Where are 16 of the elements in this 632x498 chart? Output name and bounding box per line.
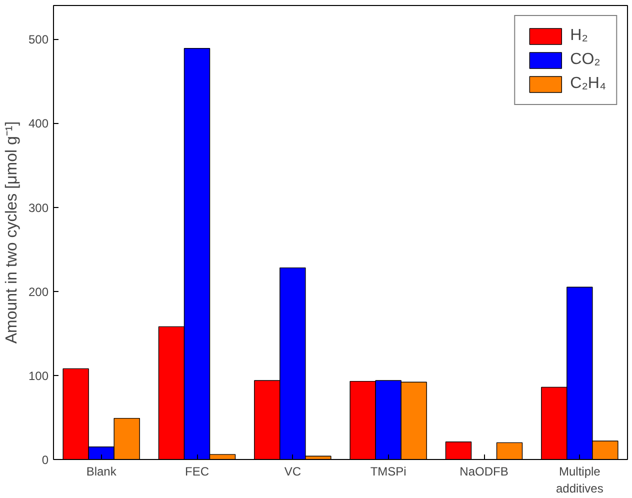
- y-tick-label: 100: [28, 368, 49, 383]
- x-tick-label: FEC: [185, 464, 210, 478]
- legend-label: H₂: [570, 27, 589, 45]
- x-tick-label: VC: [284, 464, 302, 478]
- x-tick-label: NaODFB: [460, 464, 508, 478]
- legend-label: CO₂: [570, 51, 600, 69]
- y-tick-label: 200: [28, 284, 49, 299]
- y-tick-label: 300: [28, 200, 49, 215]
- y-tick-label: 500: [28, 32, 49, 47]
- legend-label: C₂H₄: [570, 75, 606, 93]
- x-tick-label: Blank: [86, 464, 118, 478]
- x-tick-label: TMSPi: [370, 464, 406, 478]
- y-axis-title: Amount in two cycles [μmol g⁻¹]: [3, 121, 20, 344]
- y-tick-label: 0: [42, 453, 49, 467]
- x-tick-label: Multiple additives: [556, 464, 604, 496]
- y-tick-label: 400: [28, 116, 49, 131]
